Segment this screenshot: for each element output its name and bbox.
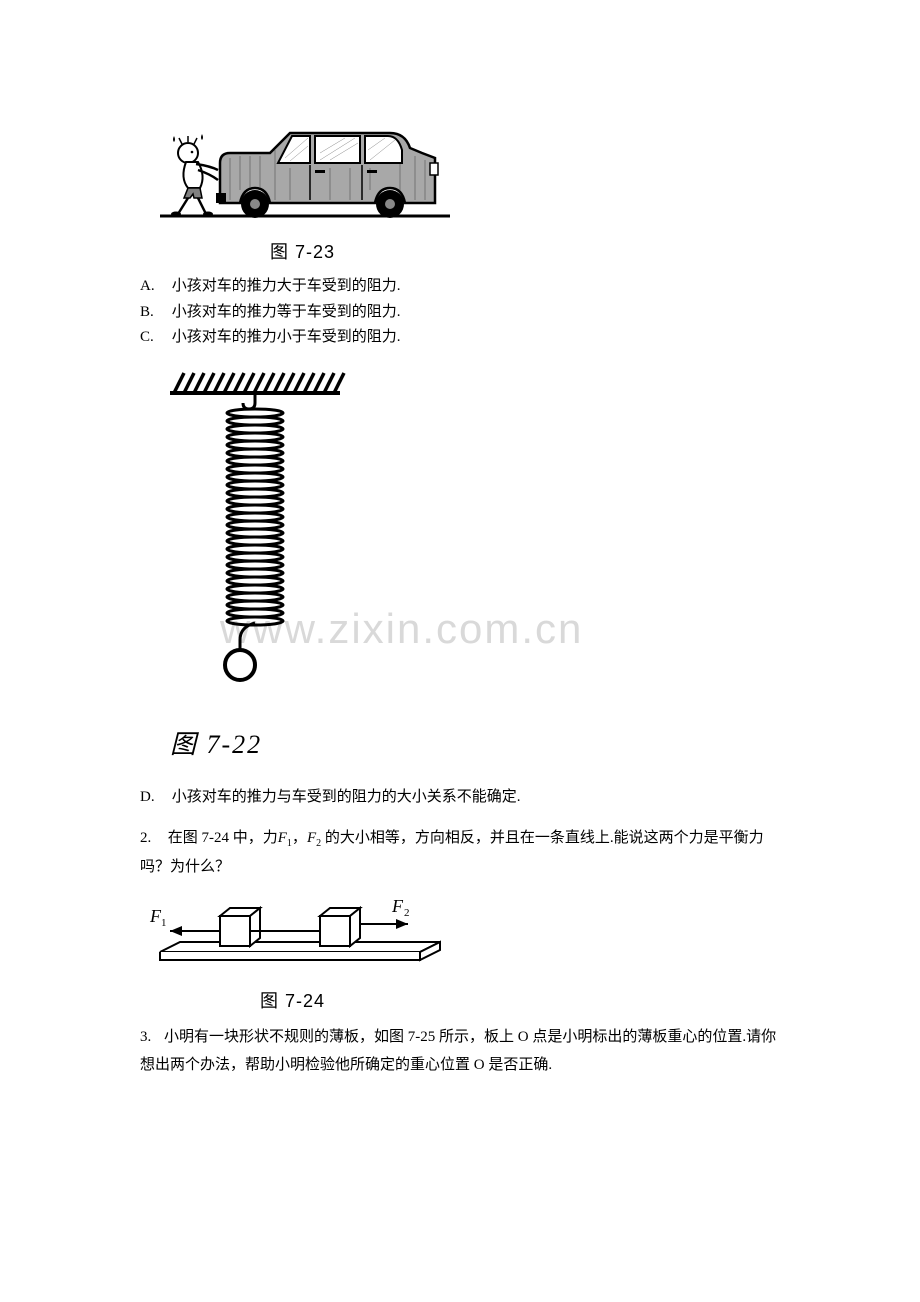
- f1-sub: 1: [161, 917, 167, 929]
- question-3: 3.小明有一块形状不规则的薄板，如图 7-25 所示，板上 O 点是小明标出的薄…: [140, 1023, 780, 1080]
- figure-7-23-svg: [160, 108, 450, 223]
- figure-7-24: F 1 F 2 图 7-24: [140, 890, 780, 1013]
- question-2: 2. 在图 7-24 中，力F1，F2 的大小相等，方向相反，并且在一条直线上.…: [140, 824, 780, 882]
- option-a-letter: A.: [140, 274, 168, 300]
- option-b-text: 小孩对车的推力等于车受到的阻力.: [172, 304, 401, 320]
- q2-mid: ，: [292, 830, 307, 846]
- figure-7-24-caption: 图 7-24: [260, 987, 780, 1013]
- option-c-letter: C.: [140, 325, 168, 351]
- f2-sub: 2: [404, 907, 410, 919]
- figure-7-22-svg: [160, 365, 350, 695]
- option-c: C. 小孩对车的推力小于车受到的阻力.: [140, 325, 780, 351]
- option-b: B. 小孩对车的推力等于车受到的阻力.: [140, 300, 780, 326]
- option-d-letter: D.: [140, 785, 168, 811]
- option-b-letter: B.: [140, 300, 168, 326]
- q2-number: 2.: [140, 824, 164, 853]
- q2-f2: F: [307, 830, 316, 846]
- figure-7-24-svg: F 1 F 2: [140, 894, 450, 974]
- q2-f1: F: [278, 830, 287, 846]
- q3-text: 小明有一块形状不规则的薄板，如图 7-25 所示，板上 O 点是小明标出的薄板重…: [140, 1029, 776, 1074]
- option-d: D. 小孩对车的推力与车受到的阻力的大小关系不能确定.: [140, 785, 780, 811]
- figure-7-23: 图 7-23: [140, 108, 780, 264]
- f2-label: F: [391, 896, 404, 916]
- option-a: A. 小孩对车的推力大于车受到的阻力.: [140, 274, 780, 300]
- q3-number: 3.: [140, 1023, 164, 1052]
- option-c-text: 小孩对车的推力小于车受到的阻力.: [172, 329, 401, 345]
- option-d-text: 小孩对车的推力与车受到的阻力的大小关系不能确定.: [172, 789, 521, 805]
- figure-7-23-caption: 图 7-23: [270, 238, 780, 264]
- figure-7-22: 图 7-22: [140, 359, 780, 761]
- q2-pre: 在图 7-24 中，力: [168, 830, 278, 846]
- figure-7-22-caption: 图 7-22: [170, 724, 780, 761]
- option-a-text: 小孩对车的推力大于车受到的阻力.: [172, 278, 401, 294]
